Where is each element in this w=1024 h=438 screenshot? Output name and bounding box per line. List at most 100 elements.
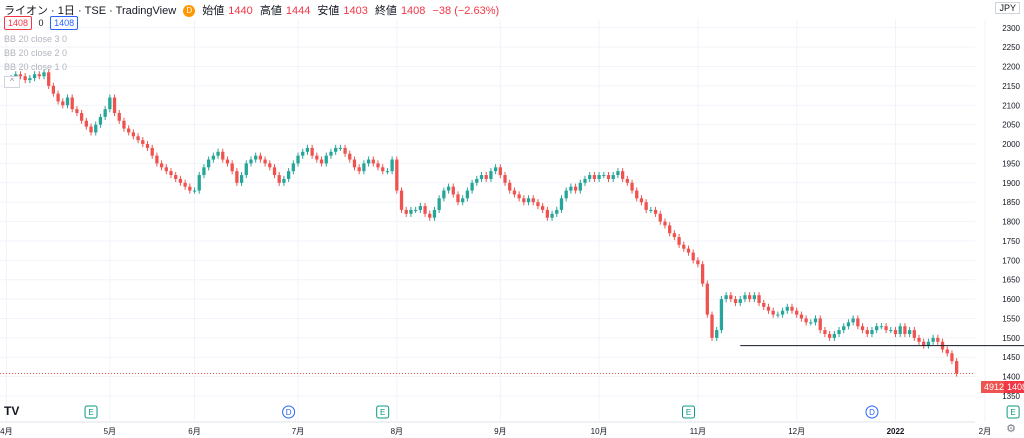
sell-price-box[interactable]: 1408 — [4, 16, 33, 30]
tradingview-logo[interactable]: TV — [4, 404, 20, 418]
candle-body — [762, 302, 766, 307]
y-tick-label: 2050 — [1002, 121, 1020, 130]
candle-body — [827, 333, 832, 338]
open-label: 始値 — [202, 5, 225, 17]
candle-body — [860, 326, 865, 331]
candle-body — [108, 97, 112, 110]
candle-body — [235, 171, 239, 183]
candle-body — [136, 136, 140, 141]
candle-body — [183, 182, 187, 187]
candle-body — [555, 209, 559, 214]
indicator-bb-1[interactable]: BB 20 close 1 0 — [4, 62, 68, 72]
y-tick-label: 2000 — [1002, 140, 1020, 149]
candle-body — [461, 198, 465, 203]
candle-body — [178, 178, 183, 183]
candle-body — [418, 206, 422, 210]
candle-body — [926, 341, 931, 346]
last-price-label: 1408 — [1004, 381, 1024, 393]
candle-body — [456, 194, 460, 203]
candle-body — [936, 337, 940, 342]
volume-label: 4912 — [981, 381, 1008, 393]
candle-body — [286, 171, 291, 179]
candle-body — [545, 209, 550, 218]
candle-body — [428, 213, 432, 218]
candle-body — [649, 209, 653, 211]
candle-body — [686, 248, 691, 253]
collapse-indicators-button[interactable]: ^ — [4, 76, 20, 88]
candle-body — [376, 163, 380, 168]
candle-body — [319, 159, 324, 164]
candle-body — [856, 318, 860, 327]
candle-body — [583, 178, 587, 183]
candle-body — [94, 124, 98, 133]
candle-body — [89, 126, 93, 133]
earnings-marker — [376, 405, 390, 419]
y-tick-label: 1500 — [1002, 334, 1020, 343]
y-tick-label: 2250 — [1002, 43, 1020, 52]
high-label: 高値 — [259, 5, 282, 17]
candle-body — [635, 190, 639, 199]
candle-body — [310, 147, 314, 156]
candle-body — [710, 314, 714, 338]
candle-body — [870, 330, 874, 334]
candle-body — [28, 78, 32, 81]
candle-body — [682, 244, 686, 249]
event-letter: D — [869, 408, 875, 417]
symbol-label[interactable]: ライオン · 1日 · TSE · TradingView — [4, 5, 177, 17]
candle-body — [653, 209, 658, 214]
candle-body — [254, 155, 258, 160]
candle-body — [541, 206, 545, 210]
candle-body — [606, 175, 611, 179]
candle-body — [352, 159, 357, 168]
candle-body — [550, 213, 554, 218]
indicator-bb-2[interactable]: BB 20 close 2 0 — [4, 48, 68, 58]
y-tick-label: 2300 — [1002, 24, 1020, 33]
candle-body — [837, 330, 841, 334]
y-tick-label: 1400 — [1002, 373, 1020, 382]
candle-body — [663, 221, 667, 226]
x-tick-label: 6月 — [188, 427, 200, 436]
candle-body — [889, 330, 893, 332]
x-tick-label: 2022 — [887, 427, 905, 436]
candle-body — [155, 155, 159, 164]
candle-body — [221, 151, 225, 160]
candle-body — [884, 326, 888, 331]
candle-body — [588, 175, 592, 179]
buy-price-box[interactable]: 1408 — [50, 16, 79, 30]
currency-selector[interactable]: JPY — [995, 2, 1020, 14]
candle-body — [498, 167, 502, 176]
candle-body — [61, 101, 65, 106]
candle-body — [112, 97, 117, 114]
candle-body — [522, 198, 526, 203]
candle-body — [423, 206, 427, 214]
dividend-marker — [282, 405, 296, 419]
candle-body — [776, 314, 780, 316]
indicator-bb-3[interactable]: BB 20 close 3 0 — [4, 34, 68, 44]
candle-body — [305, 147, 310, 152]
candle-body — [611, 175, 615, 179]
candle-body — [164, 167, 168, 172]
candle-body — [639, 198, 644, 203]
candle-body — [715, 330, 719, 338]
candle-body — [668, 225, 672, 234]
candle-body — [127, 128, 131, 133]
candle-body — [404, 209, 408, 214]
candle-body — [385, 171, 390, 173]
settings-icon[interactable]: ⚙ — [1006, 423, 1016, 435]
candle-body — [733, 299, 738, 303]
candle-body — [526, 198, 531, 203]
candle-body — [432, 209, 437, 218]
candle-body — [338, 147, 343, 149]
candle-body — [508, 182, 512, 191]
candle-body — [766, 306, 771, 311]
candle-body — [950, 353, 954, 362]
candle-body — [225, 159, 230, 164]
candle-body — [362, 163, 366, 172]
candle-body — [399, 190, 404, 210]
candle-body — [366, 159, 371, 164]
candle-body — [315, 155, 319, 160]
source-badge: D — [183, 5, 196, 18]
candle-body — [955, 361, 959, 374]
low-label: 安値 — [317, 5, 340, 17]
